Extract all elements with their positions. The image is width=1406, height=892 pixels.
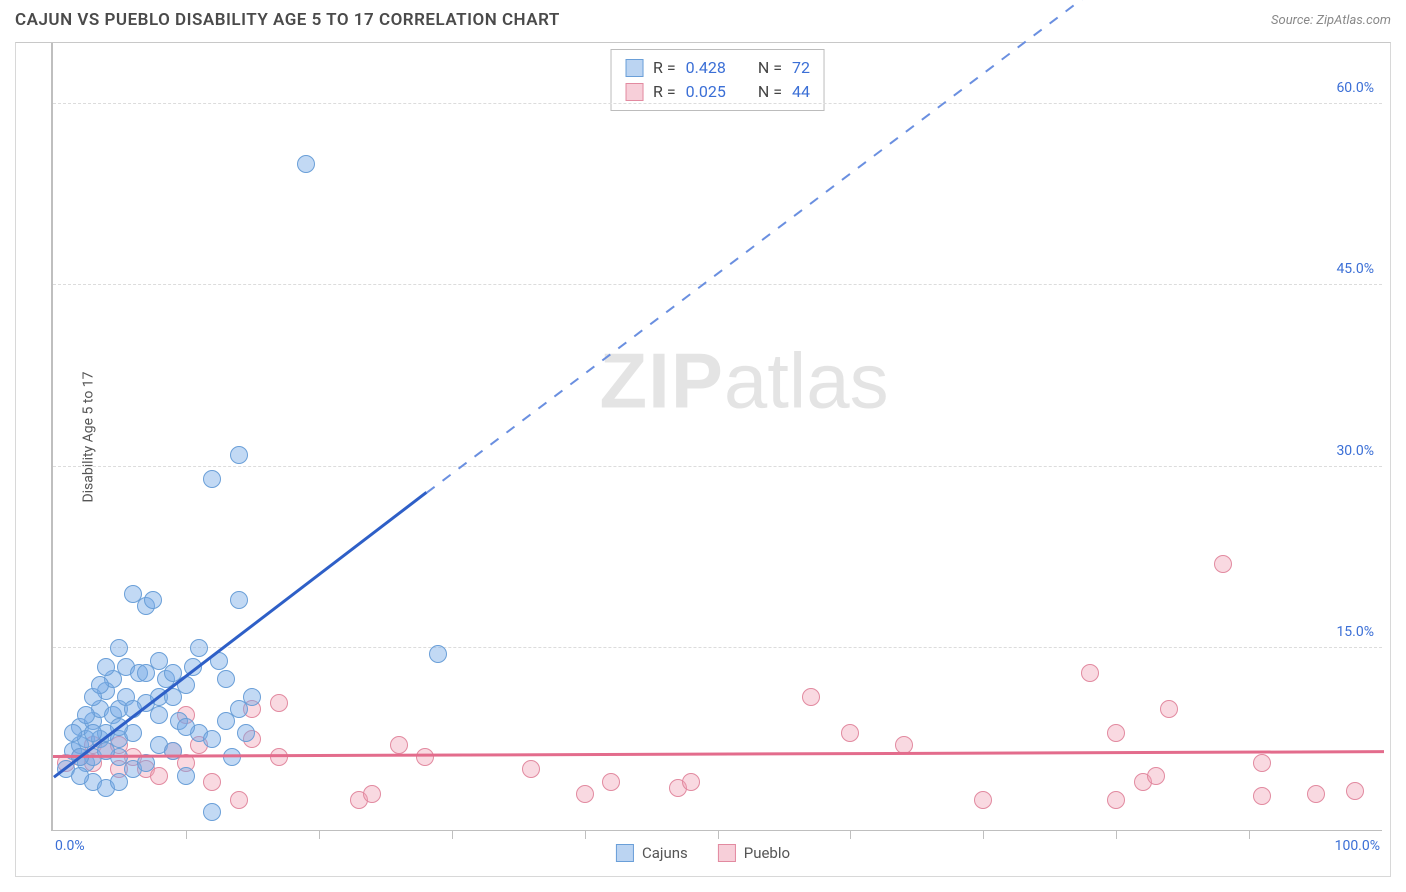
data-point xyxy=(1147,767,1165,785)
legend-swatch-icon xyxy=(616,844,634,862)
data-point xyxy=(203,803,221,821)
data-point xyxy=(177,718,195,736)
x-tick xyxy=(452,830,453,839)
data-point xyxy=(230,591,248,609)
data-point xyxy=(363,785,381,803)
data-point xyxy=(177,767,195,785)
data-point xyxy=(144,591,162,609)
data-point xyxy=(243,688,261,706)
data-point xyxy=(1307,785,1325,803)
data-point xyxy=(841,724,859,742)
gridline xyxy=(53,466,1382,467)
data-point xyxy=(91,676,109,694)
gridline xyxy=(53,647,1382,648)
y-tick-label: 60.0% xyxy=(1336,80,1374,96)
legend-item: Pueblo xyxy=(718,844,790,862)
legend-label: Pueblo xyxy=(744,844,790,862)
y-tick-label: 15.0% xyxy=(1336,624,1374,640)
data-point xyxy=(1160,700,1178,718)
legend-swatch-icon xyxy=(625,83,643,101)
chart-title: CAJUN VS PUEBLO DISABILITY AGE 5 TO 17 C… xyxy=(15,10,560,30)
data-point xyxy=(416,748,434,766)
data-point xyxy=(1081,664,1099,682)
data-point xyxy=(1214,555,1232,573)
data-point xyxy=(1107,724,1125,742)
n-value: 44 xyxy=(792,80,810,104)
legend-swatch-icon xyxy=(625,59,643,77)
y-tick-label: 30.0% xyxy=(1336,443,1374,459)
data-point xyxy=(71,767,89,785)
chart-container: Disability Age 5 to 17 ZIPatlas R = 0.428… xyxy=(15,42,1391,877)
data-point xyxy=(164,742,182,760)
data-point xyxy=(203,730,221,748)
data-point xyxy=(270,748,288,766)
series-legend: Cajuns Pueblo xyxy=(616,844,790,862)
r-label: R = xyxy=(653,56,676,80)
r-value: 0.025 xyxy=(686,80,726,104)
data-point xyxy=(64,724,82,742)
x-tick xyxy=(1249,830,1250,839)
y-tick-label: 45.0% xyxy=(1336,261,1374,277)
x-tick xyxy=(585,830,586,839)
x-tick xyxy=(319,830,320,839)
r-value: 0.428 xyxy=(686,56,726,80)
data-point xyxy=(1346,782,1364,800)
x-tick xyxy=(718,830,719,839)
legend-row: R = 0.025 N = 44 xyxy=(625,80,810,104)
data-point xyxy=(682,773,700,791)
data-point xyxy=(150,706,168,724)
x-tick xyxy=(186,830,187,839)
legend-label: Cajuns xyxy=(642,844,688,862)
data-point xyxy=(137,664,155,682)
y-axis-title: Disability Age 5 to 17 xyxy=(81,371,97,502)
regression-line xyxy=(53,750,1384,755)
gridline xyxy=(53,103,1382,104)
data-point xyxy=(270,694,288,712)
data-point xyxy=(297,155,315,173)
data-point xyxy=(390,736,408,754)
legend-swatch-icon xyxy=(718,844,736,862)
watermark: ZIPatlas xyxy=(600,336,889,427)
x-tick xyxy=(850,830,851,839)
n-value: 72 xyxy=(792,56,810,80)
data-point xyxy=(77,706,95,724)
n-label: N = xyxy=(758,56,782,80)
data-point xyxy=(203,773,221,791)
gridline xyxy=(53,284,1382,285)
plot-area: Disability Age 5 to 17 ZIPatlas R = 0.428… xyxy=(51,43,1382,831)
data-point xyxy=(602,773,620,791)
legend-row: R = 0.428 N = 72 xyxy=(625,56,810,80)
data-point xyxy=(576,785,594,803)
data-point xyxy=(217,670,235,688)
n-label: N = xyxy=(758,80,782,104)
data-point xyxy=(1253,787,1271,805)
data-point xyxy=(230,446,248,464)
x-tick xyxy=(983,830,984,839)
data-point xyxy=(237,724,255,742)
data-point xyxy=(1107,791,1125,809)
data-point xyxy=(97,658,115,676)
data-point xyxy=(150,767,168,785)
data-point xyxy=(802,688,820,706)
data-point xyxy=(974,791,992,809)
data-point xyxy=(1253,754,1271,772)
data-point xyxy=(230,791,248,809)
legend-item: Cajuns xyxy=(616,844,688,862)
x-axis-max-label: 100.0% xyxy=(1335,838,1380,854)
source-attribution: Source: ZipAtlas.com xyxy=(1271,13,1391,28)
data-point xyxy=(522,760,540,778)
data-point xyxy=(190,639,208,657)
r-label: R = xyxy=(653,80,676,104)
x-tick xyxy=(1116,830,1117,839)
data-point xyxy=(429,645,447,663)
data-point xyxy=(203,470,221,488)
data-point xyxy=(110,639,128,657)
x-axis-min-label: 0.0% xyxy=(55,838,85,854)
